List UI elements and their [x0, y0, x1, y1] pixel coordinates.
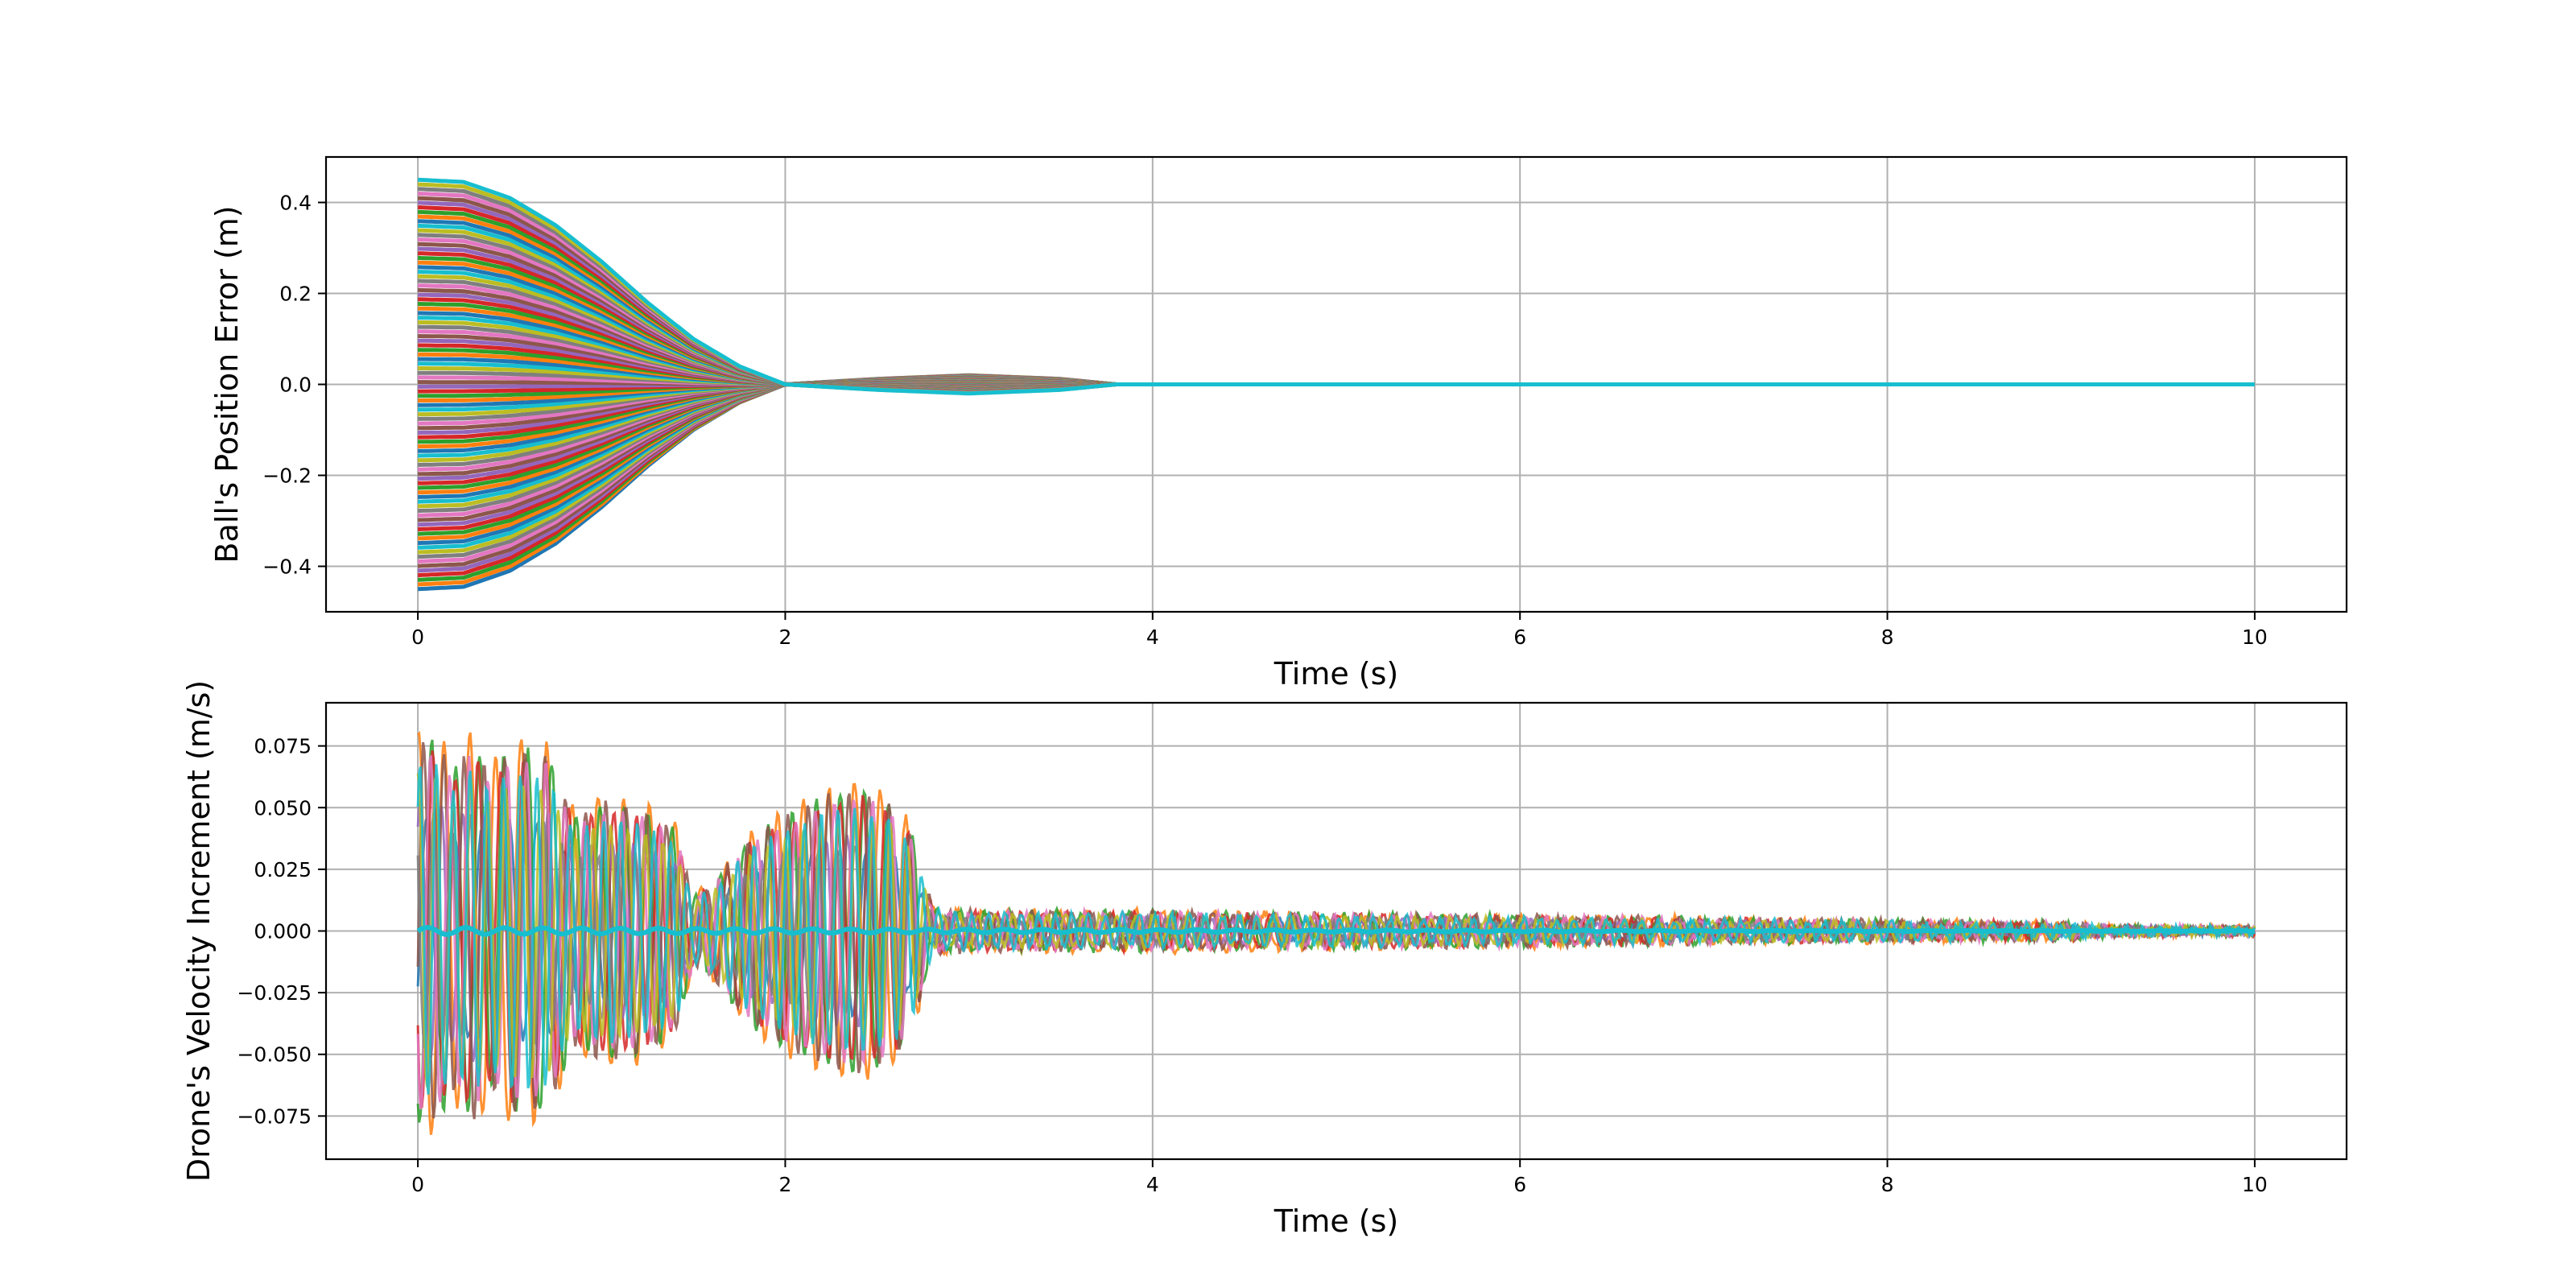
x-tick-label: 4 [1146, 625, 1159, 649]
position-error-y-axis-label: Ball's Position Error (m) [209, 205, 245, 563]
x-tick-label: 2 [779, 1173, 792, 1196]
y-tick-label: 0.000 [254, 920, 312, 943]
y-tick-label: 0.4 [279, 192, 312, 215]
x-tick-label: 4 [1146, 1173, 1159, 1196]
x-tick-label: 6 [1513, 1173, 1526, 1196]
position-error-series [417, 177, 2255, 592]
series-line [416, 924, 2255, 937]
y-tick-label: −0.2 [262, 464, 312, 488]
x-tick-label: 10 [2242, 625, 2268, 649]
y-tick-label: 0.050 [254, 796, 312, 819]
y-tick-label: 0.025 [254, 858, 312, 881]
velocity-increment-panel: 0 2 4 6 8 10 0.075 0.050 0.025 0.000 −0.025 −0.050… [181, 680, 2348, 1239]
velocity-increment-y-axis-label: Drone's Velocity Increment (m/s) [181, 680, 217, 1182]
position-error-x-ticks: 0 2 4 6 8 10 [411, 612, 2268, 649]
series-line [418, 177, 2255, 396]
y-tick-label: −0.4 [262, 555, 312, 579]
y-tick-label: −0.050 [237, 1043, 312, 1067]
position-error-panel: 0 2 4 6 8 10 0.4 0.2 0.0 −0.2 −0.4 Time (s) Ball'… [209, 155, 2348, 691]
x-tick-label: 8 [1881, 625, 1894, 649]
y-tick-label: −0.025 [237, 981, 312, 1005]
x-tick-label: 0 [411, 625, 424, 649]
position-error-x-axis-label: Time (s) [1274, 656, 1399, 691]
x-tick-label: 0 [411, 1173, 424, 1196]
y-tick-label: 0.0 [279, 374, 312, 397]
position-error-y-ticks: 0.4 0.2 0.0 −0.2 −0.4 [262, 192, 326, 579]
y-tick-label: 0.2 [279, 283, 312, 306]
x-tick-label: 6 [1513, 625, 1526, 649]
x-tick-label: 10 [2242, 1173, 2268, 1196]
x-tick-label: 2 [779, 625, 792, 649]
velocity-increment-x-axis-label: Time (s) [1274, 1203, 1399, 1239]
y-tick-label: 0.075 [254, 735, 312, 758]
x-tick-label: 8 [1881, 1173, 1894, 1196]
velocity-increment-y-ticks: 0.075 0.050 0.025 0.000 −0.025 −0.050 −0.075 [237, 735, 326, 1128]
velocity-increment-x-ticks: 0 2 4 6 8 10 [411, 1159, 2268, 1196]
velocity-increment-series [416, 730, 2256, 1135]
y-tick-label: −0.075 [237, 1104, 312, 1128]
